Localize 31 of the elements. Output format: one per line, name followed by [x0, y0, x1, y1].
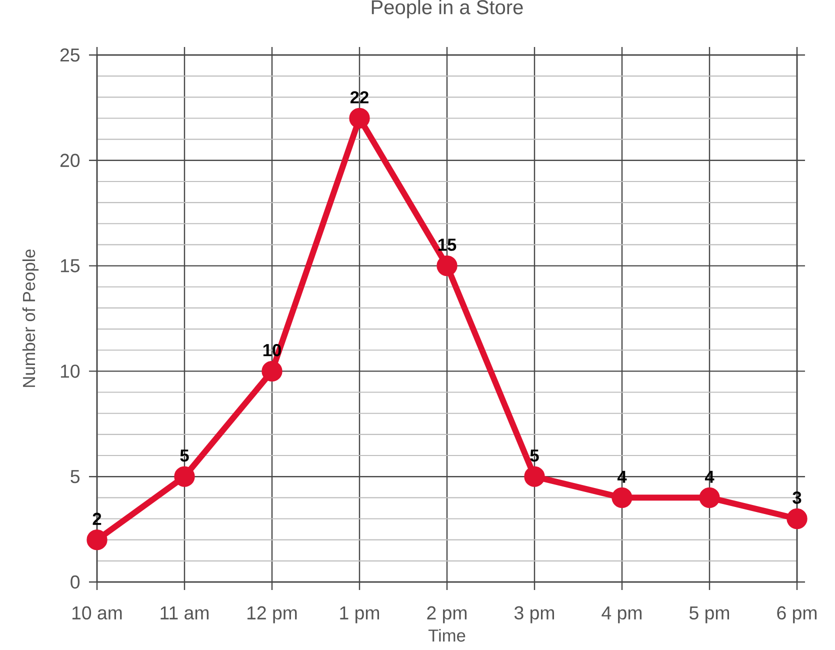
point [262, 360, 282, 382]
y-tick-label: 0 [70, 575, 80, 589]
point [699, 487, 720, 508]
y-tick-label: 10 [60, 364, 80, 378]
data-label: 5 [530, 450, 539, 462]
point [612, 487, 632, 508]
y-tick-label: 25 [60, 48, 80, 62]
point [86, 530, 108, 550]
x-tick-label: 12 pm [247, 606, 297, 624]
x-axis-title: Time [428, 628, 466, 642]
point [436, 255, 458, 276]
x-tick-label: 1 pm [340, 606, 380, 624]
chart-title: People in a Store [372, 0, 523, 18]
x-tick-label: 11 am [160, 606, 209, 620]
data-label: 15 [438, 238, 456, 251]
x-tick-label: 3 pm [514, 606, 554, 624]
x-tick-label: 5 pm [690, 606, 730, 624]
y-tick-label: 15 [60, 259, 80, 272]
data-label: 22 [350, 91, 368, 104]
point [174, 466, 195, 487]
y-tick-label: 20 [60, 154, 80, 168]
x-tick-label: 2 pm [427, 606, 467, 624]
x-tick-label: 6 pm [777, 606, 817, 624]
data-label: 5 [180, 450, 189, 462]
x-tick-label: 4 pm [602, 606, 642, 624]
point [524, 466, 545, 487]
point [786, 508, 808, 530]
y-tick-label: 5 [70, 470, 80, 484]
x-tick-label: 10 am [72, 606, 122, 620]
point [349, 108, 370, 129]
y-axis-title: Number of People [22, 249, 39, 387]
